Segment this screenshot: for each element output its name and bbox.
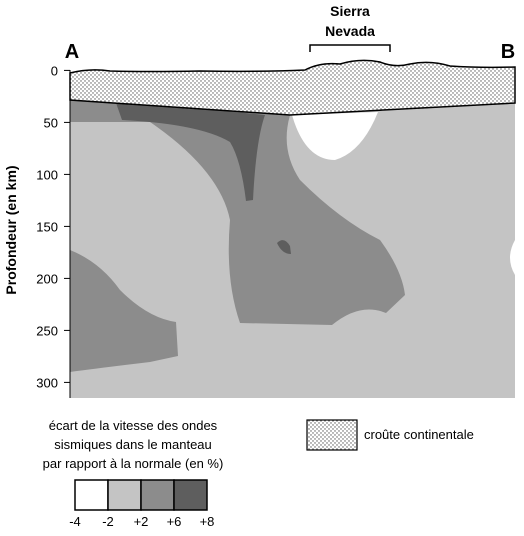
tick-label: 0 — [51, 63, 58, 78]
crust — [69, 59, 516, 116]
legend-text: sismiques dans le manteau — [54, 437, 212, 452]
section — [69, 59, 516, 398]
scale-label: +8 — [200, 514, 215, 529]
slow-zone — [292, 112, 378, 160]
slow-zone — [510, 240, 515, 275]
scale-label: -2 — [102, 514, 114, 529]
section-end-b: B — [501, 41, 515, 63]
crust-swatch — [306, 419, 358, 451]
scale-labels: -4 -2 +2 +6 +8 — [69, 514, 214, 529]
very-fast-zone — [115, 100, 265, 201]
scale-label: +2 — [134, 514, 149, 529]
tick-label: 200 — [36, 271, 58, 286]
legend-text: croûte continentale — [364, 427, 474, 442]
legend-text: écart de la vitesse des ondes — [49, 418, 218, 433]
range-label: Sierra — [330, 3, 370, 19]
tick-label: 100 — [36, 167, 58, 182]
swatch — [107, 479, 142, 511]
tick-label: 250 — [36, 323, 58, 338]
very-fast-zone — [277, 240, 291, 254]
axis-title: Profondeur (en km) — [3, 165, 19, 294]
tick-label: 150 — [36, 219, 58, 234]
color-scale — [74, 479, 208, 511]
range-bracket — [309, 44, 391, 52]
scale-label: +6 — [167, 514, 182, 529]
fast-zone — [70, 100, 405, 325]
tick-label: 50 — [44, 115, 58, 130]
swatch — [74, 479, 109, 511]
ticks: 0 50 100 150 200 250 300 — [36, 63, 70, 390]
tick-label: 300 — [36, 375, 58, 390]
swatch — [140, 479, 175, 511]
scale-label: -4 — [69, 514, 81, 529]
section-end-a: A — [65, 41, 79, 63]
swatch — [173, 479, 208, 511]
legend-text: par rapport à la normale (en %) — [43, 456, 224, 471]
fast-zone — [70, 250, 178, 372]
range-label: Nevada — [325, 23, 375, 39]
